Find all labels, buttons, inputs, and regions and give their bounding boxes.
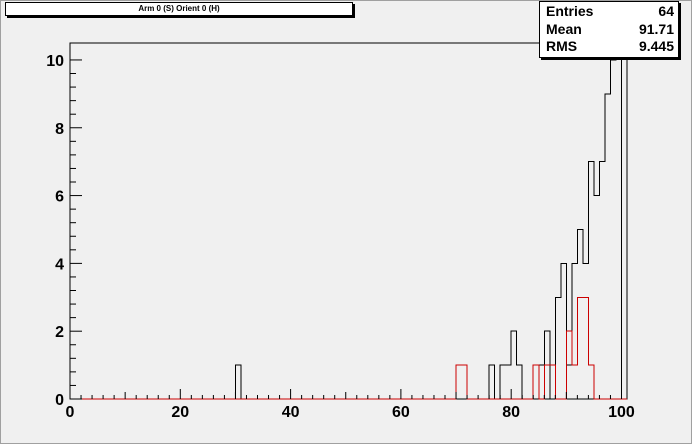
- stats-entries-row: Entries 64: [546, 3, 674, 20]
- rms-label: RMS: [546, 38, 578, 54]
- rms-value: 9.445: [638, 38, 674, 54]
- x-tick-label: 80: [502, 404, 520, 421]
- x-tick-label: 20: [171, 404, 189, 421]
- stats-rms-row: RMS 9.445: [546, 38, 674, 55]
- stats-mean-row: Mean 91.71: [546, 21, 674, 38]
- histogram-series-0: [70, 25, 627, 400]
- histogram-title: Arm 0 (S) Orient 0 (H): [5, 2, 353, 16]
- y-tick-label: 8: [55, 121, 64, 138]
- plot-frame: [69, 42, 628, 400]
- mean-value: 91.71: [638, 21, 674, 37]
- histogram-series-1: [70, 296, 627, 400]
- x-tick-label: 0: [66, 404, 75, 421]
- mean-label: Mean: [546, 21, 582, 37]
- x-tick-label: 60: [392, 404, 410, 421]
- y-tick-label: 6: [55, 189, 64, 206]
- y-tick-label: 10: [46, 53, 64, 70]
- y-tick-label: 0: [55, 392, 64, 409]
- stats-box: Entries 64 Mean 91.71 RMS 9.445: [539, 1, 679, 58]
- x-tick-label: 100: [608, 404, 635, 421]
- entries-value: 64: [658, 3, 674, 19]
- y-tick-label: 2: [55, 324, 64, 341]
- x-tick-label: 40: [282, 404, 300, 421]
- entries-label: Entries: [546, 3, 594, 19]
- y-tick-label: 4: [55, 256, 64, 273]
